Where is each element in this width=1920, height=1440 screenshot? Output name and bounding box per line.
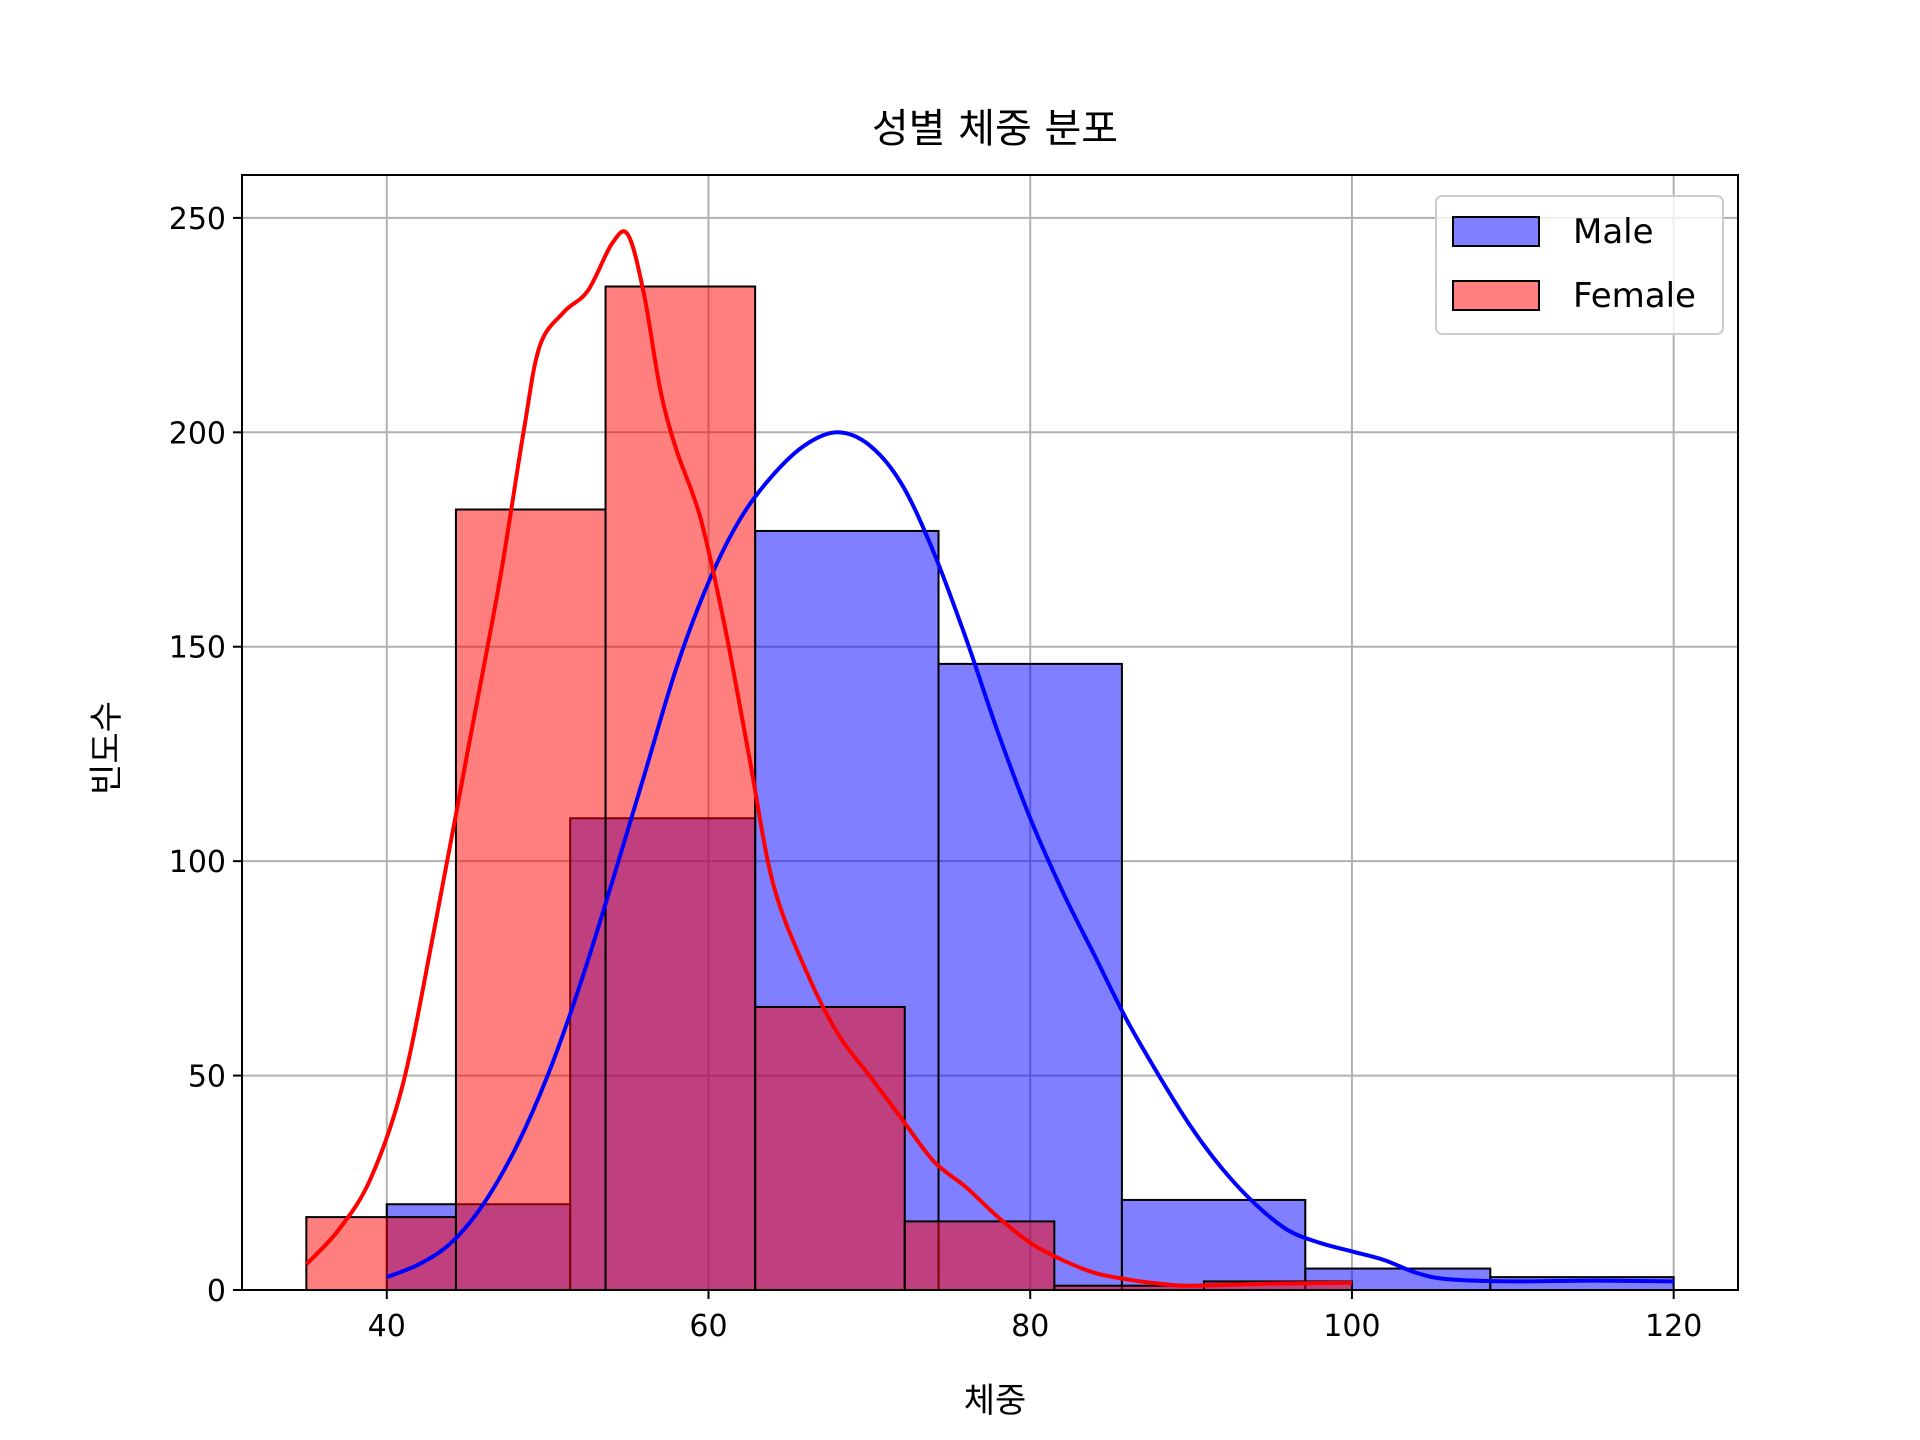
- kde-line-female: [304, 229, 1352, 1288]
- chart-title: 성별 체중 분포: [872, 106, 1118, 152]
- plot-frame: [241, 174, 1739, 1291]
- y-tick-label: 0: [207, 1274, 226, 1309]
- bar-female: [604, 285, 757, 1291]
- x-tick-label: 100: [1323, 1309, 1380, 1344]
- x-tick-label: 80: [1011, 1309, 1049, 1344]
- y-axis-title: 빈도수: [87, 701, 127, 795]
- bar-female: [754, 1005, 906, 1291]
- kde-curves: [304, 229, 1674, 1288]
- y-tick-label: 50: [188, 1060, 226, 1095]
- legend-swatch-female: [1452, 280, 1540, 311]
- kde-line-male: [386, 430, 1674, 1284]
- bar-male: [937, 662, 1123, 1291]
- x-tick-label: 120: [1645, 1309, 1702, 1344]
- bar-male: [1120, 1198, 1307, 1291]
- y-tick-label: 100: [169, 845, 226, 880]
- y-tick-label: 200: [169, 416, 226, 451]
- bar-female: [454, 508, 607, 1291]
- histogram-bars: [305, 285, 1675, 1292]
- y-tick-label: 150: [169, 631, 226, 666]
- legend-swatch-male: [1452, 216, 1540, 247]
- x-tick-label: 40: [368, 1309, 406, 1344]
- y-tick-label: 250: [169, 202, 226, 237]
- x-tick-label: 60: [689, 1309, 727, 1344]
- bar-female: [903, 1220, 1056, 1292]
- legend-label-male: Male: [1573, 212, 1654, 252]
- axis-ticks: 40 60 80 100 120 0 50 100 150 200 250: [169, 202, 1703, 1344]
- x-axis-title: 체중: [964, 1381, 1027, 1421]
- legend-label-female: Female: [1573, 276, 1696, 316]
- bar-female: [305, 1216, 457, 1292]
- legend: Male Female: [1435, 195, 1724, 335]
